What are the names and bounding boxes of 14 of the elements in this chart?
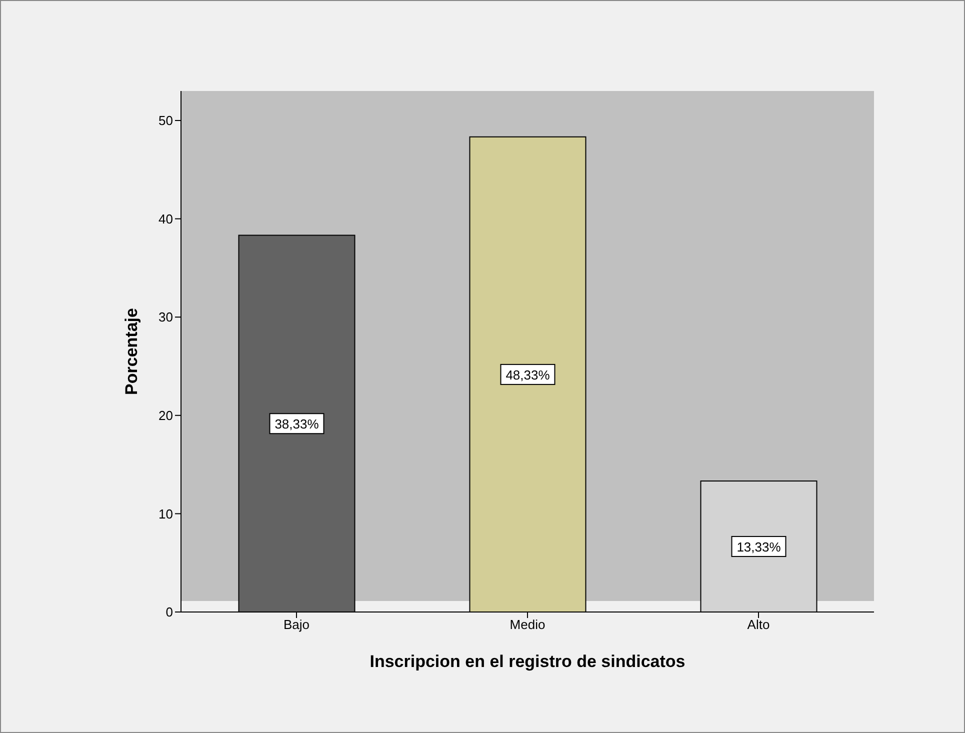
y-tick-label: 0 — [166, 604, 173, 620]
x-tick-label: Alto — [747, 617, 770, 632]
data-label: 38,33% — [274, 416, 320, 432]
y-tick-label: 40 — [158, 211, 173, 226]
data-label: 48,33% — [506, 367, 550, 382]
x-axis-title: Inscripcion en el registro de sindicatos — [370, 652, 686, 671]
y-tick-label: 10 — [158, 506, 173, 522]
y-tick-label: 50 — [158, 113, 173, 128]
x-tick-label: Medio — [510, 617, 546, 632]
y-axis-title: Porcentaje — [122, 308, 142, 395]
x-tick-label: Bajo — [283, 617, 310, 632]
data-label: 13,33% — [736, 539, 782, 554]
y-tick-label: 30 — [158, 310, 173, 325]
y-tick-label: 20 — [158, 408, 173, 424]
